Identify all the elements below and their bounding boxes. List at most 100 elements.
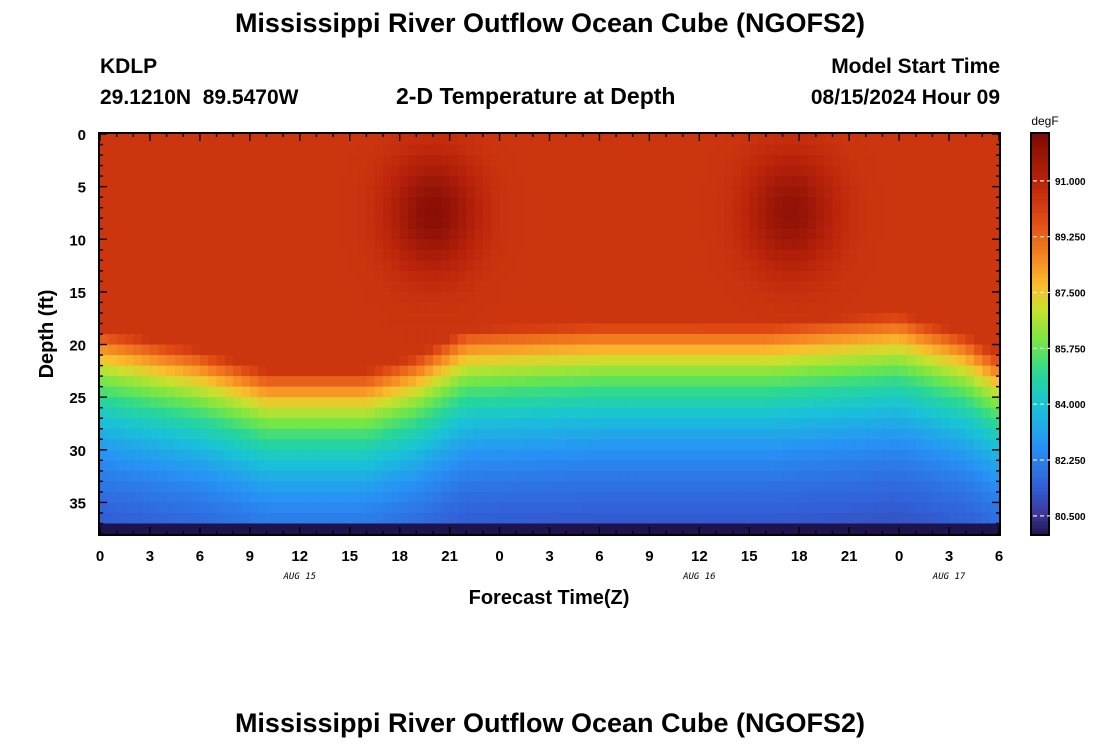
heatmap-cell	[674, 155, 684, 167]
heatmap-cell	[274, 365, 284, 377]
heatmap-cell	[366, 512, 376, 525]
heatmap-cell	[457, 334, 467, 346]
heatmap-cell	[815, 260, 825, 272]
heatmap-cell	[516, 207, 526, 219]
heatmap-cell	[815, 428, 825, 440]
heatmap-cell	[666, 460, 675, 472]
heatmap-cell	[674, 365, 684, 377]
heatmap-cell	[907, 165, 917, 177]
heatmap-cell	[482, 281, 492, 293]
heatmap-cell	[283, 512, 293, 525]
heatmap-cell	[799, 470, 809, 482]
heatmap-cell	[258, 144, 268, 156]
heatmap-cell	[499, 502, 509, 514]
heatmap-cell	[349, 260, 359, 272]
heatmap-cell	[174, 260, 184, 272]
heatmap-cell	[291, 491, 301, 504]
heatmap-cell	[757, 344, 767, 356]
heatmap-cell	[341, 355, 351, 367]
heatmap-cell	[666, 176, 675, 188]
heatmap-cell	[707, 186, 717, 198]
heatmap-cell	[740, 407, 750, 419]
heatmap-cell	[158, 481, 168, 493]
heatmap-cell	[308, 260, 318, 272]
heatmap-cell	[899, 449, 909, 461]
heatmap-cell	[915, 323, 925, 335]
heatmap-cell	[399, 144, 409, 156]
heatmap-cell	[424, 502, 434, 514]
heatmap-cell	[632, 239, 642, 251]
heatmap-cell	[641, 470, 650, 482]
heatmap-cell	[507, 355, 517, 367]
heatmap-cell	[274, 176, 284, 188]
heatmap-cell	[790, 239, 800, 251]
heatmap-cell	[100, 197, 109, 209]
heatmap-cell	[641, 523, 650, 535]
heatmap-cell	[366, 491, 376, 504]
heatmap-cell	[782, 344, 792, 356]
heatmap-cell	[807, 365, 817, 377]
heatmap-cell	[691, 460, 700, 472]
heatmap-cell	[924, 155, 933, 167]
heatmap-cell	[449, 144, 459, 156]
heatmap-cell	[166, 418, 176, 430]
station-id: KDLP	[100, 55, 158, 78]
heatmap-cell	[974, 428, 983, 440]
heatmap-cell	[399, 449, 409, 461]
heatmap-cell	[740, 239, 750, 251]
heatmap-cell	[224, 165, 234, 177]
heatmap-cell	[432, 260, 442, 272]
heatmap-cell	[424, 428, 434, 440]
heatmap-cell	[441, 186, 451, 198]
heatmap-cell	[807, 386, 817, 398]
heatmap-cell	[191, 407, 201, 419]
heatmap-cell	[391, 176, 401, 188]
heatmap-cell	[815, 491, 825, 504]
heatmap-cell	[691, 502, 700, 514]
heatmap-cell	[790, 134, 800, 146]
heatmap-cell	[216, 218, 226, 230]
heatmap-cell	[882, 376, 892, 388]
heatmap-cell	[499, 165, 509, 177]
heatmap-cell	[824, 197, 834, 209]
heatmap-cell	[266, 523, 276, 535]
model-start-time: 08/15/2024 Hour 09	[810, 86, 1000, 109]
heatmap-cell	[499, 207, 509, 219]
heatmap-cell	[641, 260, 650, 272]
heatmap-cell	[882, 144, 892, 156]
heatmap-cell	[907, 323, 917, 335]
heatmap-cell	[341, 397, 351, 409]
heatmap-cell	[807, 323, 817, 335]
heatmap-cell	[857, 155, 867, 167]
heatmap-cell	[940, 365, 950, 377]
heatmap-cell	[632, 281, 642, 293]
colorbar-swatch	[1031, 384, 1049, 389]
heatmap-cell	[441, 418, 451, 430]
heatmap-cell	[974, 502, 983, 514]
heatmap-cell	[715, 523, 725, 535]
heatmap-cell	[249, 418, 259, 430]
heatmap-cell	[482, 312, 492, 325]
heatmap-cell	[249, 365, 259, 377]
heatmap-cell	[724, 312, 734, 325]
heatmap-cell	[582, 186, 592, 198]
heatmap-cell	[374, 134, 384, 146]
heatmap-cell	[482, 418, 492, 430]
heatmap-cell	[782, 386, 792, 398]
heatmap-cell	[283, 397, 293, 409]
heatmap-cell	[124, 228, 134, 240]
heatmap-cell	[715, 386, 725, 398]
heatmap-cell	[116, 302, 126, 314]
heatmap-cell	[383, 334, 392, 346]
heatmap-cell	[199, 449, 209, 461]
heatmap-cell	[657, 376, 667, 388]
heatmap-cell	[957, 155, 967, 167]
heatmap-cell	[557, 270, 567, 282]
heatmap-cell	[774, 376, 784, 388]
heatmap-cell	[957, 481, 967, 493]
heatmap-cell	[957, 344, 967, 356]
heatmap-cell	[166, 186, 176, 198]
heatmap-cell	[774, 270, 784, 282]
heatmap-cell	[516, 355, 526, 367]
heatmap-cell	[616, 386, 626, 398]
